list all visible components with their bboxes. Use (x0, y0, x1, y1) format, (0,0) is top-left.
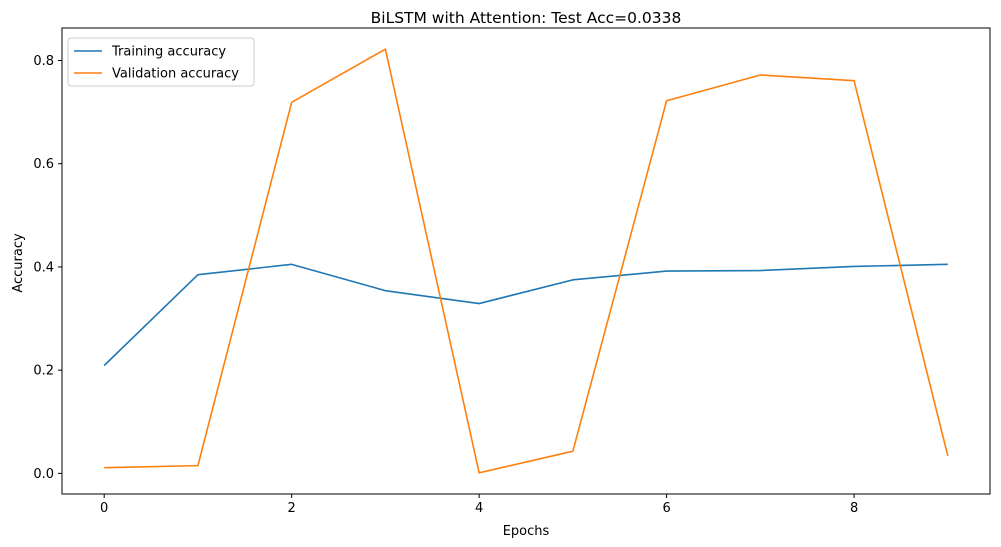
y-tick-label: 0.8 (33, 54, 54, 69)
legend-label-0: Training accuracy (111, 45, 226, 60)
y-axis-ticks: 0.0 0.2 0.4 0.6 0.8 (33, 54, 62, 482)
series-line-0 (103, 263, 948, 367)
x-axis-label: Epochs (503, 524, 550, 539)
chart-title: BiLSTM with Attention: Test Acc=0.0338 (371, 9, 682, 27)
series-lines (103, 48, 949, 474)
legend: Training accuracy Validation accuracy (67, 37, 255, 87)
y-tick-label: 0.4 (33, 260, 54, 275)
y-tick-label: 0.0 (33, 467, 54, 482)
x-axis-ticks: 0 2 4 6 8 (100, 494, 858, 516)
x-tick-label: 0 (100, 501, 108, 516)
y-axis-label: Accuracy (11, 233, 26, 293)
x-tick-label: 6 (662, 501, 670, 516)
x-tick-label: 4 (475, 501, 483, 516)
series-line-1 (104, 48, 949, 474)
legend-box (67, 37, 255, 87)
plot-frame (61, 27, 991, 495)
x-tick-label: 8 (850, 501, 858, 516)
x-tick-label: 2 (288, 501, 296, 516)
y-tick-label: 0.6 (33, 157, 54, 172)
legend-label-1: Validation accuracy (112, 67, 239, 82)
y-tick-label: 0.2 (33, 364, 54, 379)
